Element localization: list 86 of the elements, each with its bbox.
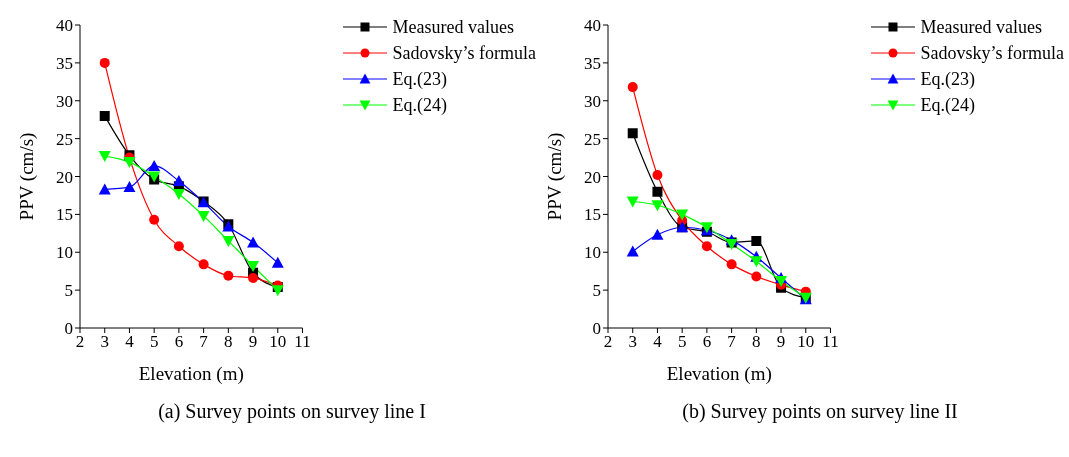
point bbox=[751, 271, 762, 282]
point bbox=[271, 256, 284, 268]
y-axis-title: PPV (cm/s) bbox=[543, 132, 566, 221]
point bbox=[197, 210, 210, 222]
x-tick-label: 11 bbox=[822, 332, 839, 352]
text: (b) Survey points on survey line II bbox=[681, 400, 959, 423]
text: (a) Survey points on survey line I bbox=[157, 400, 427, 423]
point bbox=[701, 241, 712, 252]
y-tick-label: 10 bbox=[56, 243, 73, 263]
y-tick-label: 15 bbox=[584, 205, 601, 225]
y-tick-label: 0 bbox=[64, 319, 73, 339]
y-tick-label: 5 bbox=[64, 281, 73, 301]
x-tick-label: 2 bbox=[75, 332, 85, 352]
point bbox=[223, 270, 234, 281]
x-axis-title: Elevation (m) bbox=[666, 363, 772, 385]
x-tick-label: 10 bbox=[269, 332, 287, 352]
legend-label: Eq.(23) bbox=[920, 68, 975, 91]
y-tick-label: 40 bbox=[56, 16, 73, 36]
point bbox=[627, 128, 638, 139]
legend-label: Sadovsky’s formula bbox=[392, 42, 536, 65]
point bbox=[149, 214, 160, 225]
y-axis-title: PPV (cm/s) bbox=[15, 132, 38, 221]
point bbox=[652, 186, 663, 197]
x-tick-label: 5 bbox=[149, 332, 159, 352]
x-tick-label: 9 bbox=[248, 332, 258, 352]
point bbox=[247, 260, 260, 272]
y-tick-label: 25 bbox=[584, 129, 601, 149]
x-tick-label: 2 bbox=[603, 332, 613, 352]
x-tick-label: 6 bbox=[702, 332, 712, 352]
y-tick-label: 20 bbox=[584, 167, 601, 187]
x-tick-label: 9 bbox=[776, 332, 786, 352]
point bbox=[271, 285, 284, 297]
legend-label: Sadovsky’s formula bbox=[920, 42, 1064, 65]
x-axis-title: Elevation (m) bbox=[138, 363, 244, 385]
point bbox=[222, 235, 235, 247]
point bbox=[676, 209, 689, 221]
point bbox=[98, 151, 111, 163]
point bbox=[172, 175, 185, 187]
point bbox=[123, 157, 136, 169]
point bbox=[198, 259, 209, 270]
legend-label: Eq.(24) bbox=[392, 94, 447, 117]
point bbox=[750, 256, 763, 268]
point bbox=[626, 196, 639, 208]
y-tick-label: 0 bbox=[592, 319, 601, 339]
point bbox=[726, 259, 737, 270]
y-tick-label: 35 bbox=[56, 53, 73, 73]
point bbox=[652, 169, 663, 180]
legend-label: Eq.(24) bbox=[920, 94, 975, 117]
y-tick-label: 20 bbox=[56, 167, 73, 187]
x-tick-label: 7 bbox=[727, 332, 737, 352]
x-tick-label: 5 bbox=[677, 332, 687, 352]
point bbox=[751, 235, 762, 246]
x-tick-label: 3 bbox=[628, 332, 637, 352]
point bbox=[148, 159, 161, 171]
y-tick-label: 35 bbox=[584, 53, 601, 73]
point bbox=[98, 183, 111, 195]
point bbox=[99, 57, 110, 68]
point bbox=[248, 273, 259, 284]
x-tick-label: 3 bbox=[100, 332, 109, 352]
legend-label: Measured values bbox=[920, 16, 1042, 39]
point bbox=[99, 110, 110, 121]
x-tick-label: 10 bbox=[797, 332, 815, 352]
x-tick-label: 11 bbox=[294, 332, 311, 352]
y-tick-label: 10 bbox=[584, 243, 601, 263]
point bbox=[651, 228, 664, 240]
legend-label: Eq.(23) bbox=[392, 68, 447, 91]
point bbox=[247, 236, 260, 248]
x-tick-label: 4 bbox=[653, 332, 663, 352]
y-tick-label: 5 bbox=[592, 281, 601, 301]
x-tick-label: 6 bbox=[174, 332, 184, 352]
x-tick-label: 8 bbox=[752, 332, 761, 352]
y-tick-label: 40 bbox=[584, 16, 601, 36]
point bbox=[651, 200, 664, 212]
legend-label: Measured values bbox=[392, 16, 514, 39]
y-tick-label: 30 bbox=[56, 91, 73, 111]
point bbox=[123, 181, 136, 193]
x-tick-label: 4 bbox=[125, 332, 135, 352]
x-tick-label: 8 bbox=[224, 332, 233, 352]
point bbox=[173, 241, 184, 252]
point bbox=[626, 245, 639, 257]
y-tick-label: 30 bbox=[584, 91, 601, 111]
point bbox=[627, 82, 638, 93]
y-tick-label: 25 bbox=[56, 129, 73, 149]
x-tick-label: 7 bbox=[199, 332, 209, 352]
y-tick-label: 15 bbox=[56, 205, 73, 225]
point bbox=[172, 188, 185, 200]
